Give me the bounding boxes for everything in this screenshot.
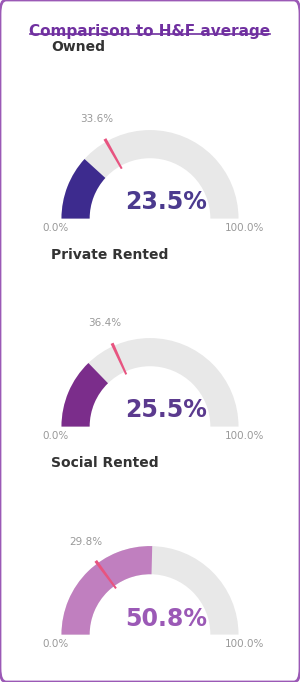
Text: 36.4%: 36.4%: [88, 318, 122, 328]
Text: Private Rented: Private Rented: [51, 248, 169, 261]
Text: 50.8%: 50.8%: [125, 606, 207, 630]
Wedge shape: [103, 138, 123, 169]
Text: 29.8%: 29.8%: [69, 537, 102, 547]
Text: Comparison to H&F average: Comparison to H&F average: [29, 24, 271, 39]
Text: 25.5%: 25.5%: [125, 398, 207, 422]
Wedge shape: [61, 338, 239, 427]
Wedge shape: [61, 546, 152, 634]
Text: 100.0%: 100.0%: [225, 430, 264, 441]
Wedge shape: [61, 159, 105, 218]
Text: 100.0%: 100.0%: [225, 222, 264, 233]
Wedge shape: [61, 130, 239, 218]
Text: Social Rented: Social Rented: [51, 456, 159, 469]
Wedge shape: [94, 560, 117, 589]
Text: 0.0%: 0.0%: [42, 638, 69, 649]
Text: 0.0%: 0.0%: [42, 430, 69, 441]
Text: 0.0%: 0.0%: [42, 222, 69, 233]
Text: Owned: Owned: [51, 40, 105, 53]
Text: 100.0%: 100.0%: [225, 638, 264, 649]
Text: 23.5%: 23.5%: [125, 190, 207, 214]
Wedge shape: [61, 363, 108, 427]
Text: 33.6%: 33.6%: [80, 114, 113, 124]
Wedge shape: [111, 342, 127, 375]
Wedge shape: [61, 546, 239, 634]
